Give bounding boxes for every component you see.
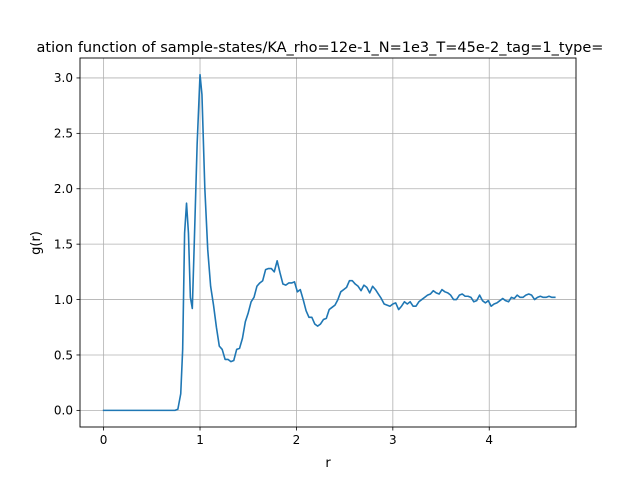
ticks: 0 1 2 3 4 0.0 0.5 1.0 1.5 2.0 2.5 3.0: [54, 71, 493, 447]
x-axis-label: r: [325, 456, 331, 471]
y-tick-label: 1.0: [54, 293, 73, 307]
y-tick-label: 1.5: [54, 237, 73, 251]
y-tick-label: 2.0: [54, 182, 73, 196]
series-line-0: [102, 73, 556, 412]
x-tick-label: 3: [389, 433, 397, 447]
chart-title: ation function of sample-states/KA_rho=1…: [37, 40, 604, 56]
y-tick-label: 0.0: [54, 404, 73, 418]
y-axis-label: g(r): [29, 231, 44, 255]
x-tick-label: 1: [196, 433, 204, 447]
x-tick-label: 2: [293, 433, 301, 447]
axes-frame: [79, 57, 577, 428]
y-tick-label: 3.0: [54, 71, 73, 85]
plot-area: [102, 73, 556, 412]
y-tick-label: 0.5: [54, 348, 73, 362]
x-tick-label: 0: [100, 433, 108, 447]
y-tick-label: 2.5: [54, 127, 73, 141]
x-tick-label: 4: [485, 433, 493, 447]
